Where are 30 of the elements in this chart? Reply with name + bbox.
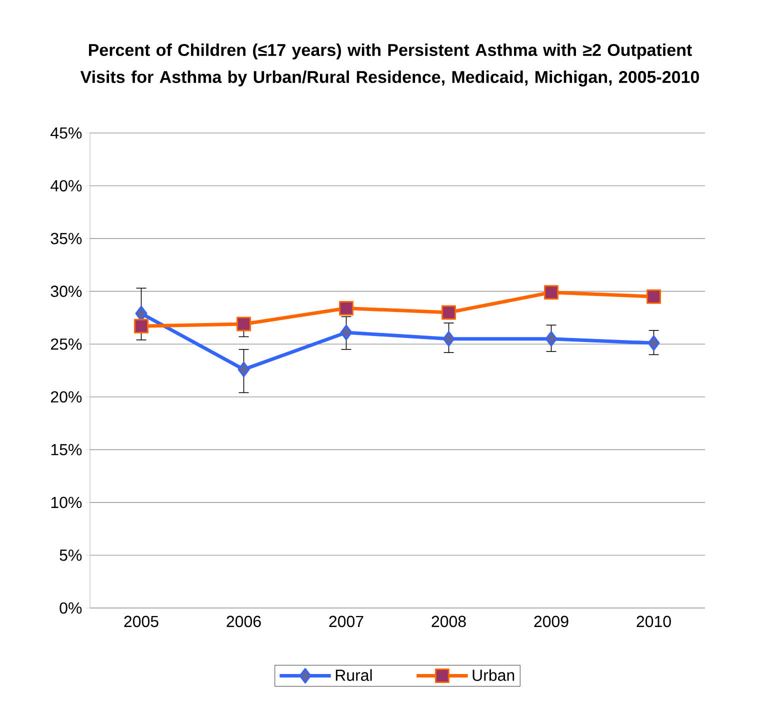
x-tick-label: 2006 [226,616,261,628]
point [236,316,252,332]
y-tick-label: 45% [50,127,82,139]
point [442,305,456,320]
point [340,324,352,340]
legend-label: Urban [472,669,514,681]
legend-label: Rural [336,669,372,681]
point [134,318,149,334]
y-tick-label: 10% [51,496,82,508]
point [442,331,455,347]
x-tick-label: 2008 [432,616,466,628]
chart-title: Percent of Children (≤17 years) with Persistent Asthma with ≥2 Outpatient Visits for Asthma by Urban/Rural Residence, Medicaid, Michigan, 2005-2010 [80,44,699,86]
point [238,362,250,378]
point [648,335,660,351]
y-tick-label: 40% [50,180,82,192]
x-tick-label: 2009 [534,616,568,628]
y-tick-label: 25% [50,338,82,350]
y-tick-label: 30% [50,286,82,297]
point [339,300,354,316]
y-tick-label: 20% [50,391,82,403]
point [544,285,559,300]
x-tick-label: 2010 [636,616,671,628]
y-tick-label: 35% [50,232,82,244]
point [545,331,558,347]
y-tick-label: 5% [60,550,82,561]
y-tick-label: 0% [60,602,82,614]
point [646,289,662,304]
y-tick-label: 15% [51,444,82,456]
x-tick-label: 2007 [329,616,364,628]
x-tick-label: 2005 [124,616,158,628]
